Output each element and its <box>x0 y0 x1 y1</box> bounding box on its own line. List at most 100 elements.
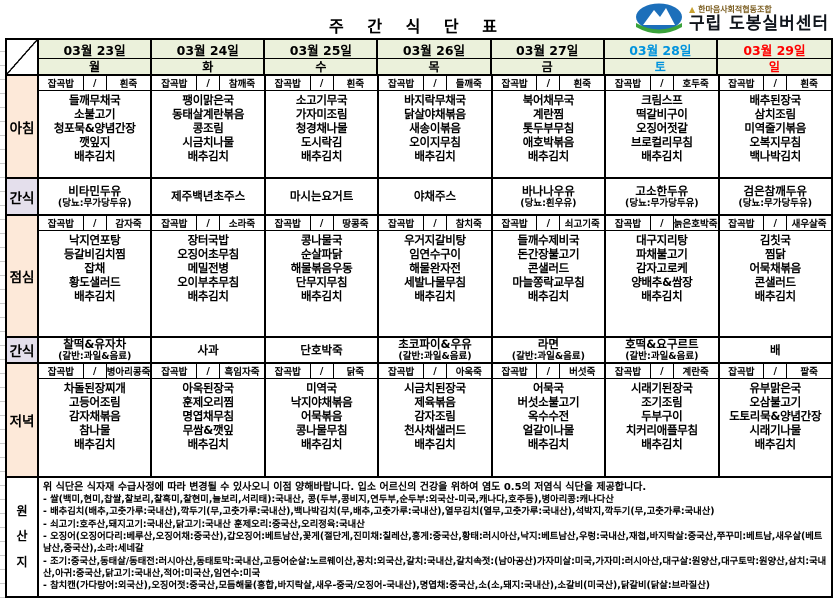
porridge-type: 호두죽 <box>682 79 709 90</box>
porridge-type: 아욱죽 <box>455 367 482 378</box>
date-cell: 03월 28일 <box>604 40 718 59</box>
menu-item: 배추김치 <box>300 437 343 451</box>
porridge-type: 병아리콩죽 <box>106 367 151 378</box>
snack-item: 단호박죽 <box>300 342 343 357</box>
rice-row: 잡곡밥 / 흰죽 <box>265 76 378 91</box>
menu-item: 배추김치 <box>187 437 229 451</box>
menu-item: 등갈비김치찜 <box>63 247 126 261</box>
menu-item: 낙지야채볶음 <box>290 395 353 409</box>
rice-row: 잡곡밥 / 참치죽 <box>379 216 491 231</box>
menu-item: 임연수구이 <box>409 247 461 261</box>
slash-separator: / <box>84 216 107 230</box>
rice-row: 잡곡밥 / 아욱죽 <box>379 364 491 379</box>
menu-item: 어묵볶음 <box>300 409 343 423</box>
menu-cell: 고소한두유 (당뇨:무가당두유) <box>606 179 720 214</box>
porridge-type: 흰죽 <box>573 79 591 90</box>
origin-content: 위 식단은 식자재 수급사정에 따라 변경될 수 있사오니 이점 양해바랍니다.… <box>39 478 831 596</box>
menu-item: 소불고기 <box>74 107 116 121</box>
menu-item: 해물볶음우동 <box>290 261 353 275</box>
slash-separator: / <box>424 364 447 378</box>
rice-type: 잡곡밥 <box>720 364 765 378</box>
slash-separator: / <box>311 364 334 378</box>
origin-row: 원산지 위 식단은 식자재 수급사정에 따라 변경될 수 있사오니 이점 양해바랍… <box>7 476 831 596</box>
menu-items: 크림스프 떡갈비구이 오징어젓갈 브로컬리무침 배추김치 <box>606 91 717 177</box>
rice-type: 잡곡밥 <box>152 76 198 90</box>
menu-item: 닭살야채볶음 <box>404 107 466 121</box>
menu-item: 차돌된장찌개 <box>63 381 126 395</box>
menu-cell: 잡곡밥 / 들깨죽 바지락무채국 닭살야채볶음 새송이볶음 오이지무침 배추김치 <box>379 76 493 177</box>
slash-separator: / <box>764 216 788 230</box>
rice-row: 잡곡밥 / 새우살죽 <box>719 216 831 231</box>
logo-text: ▲ 한마음사회적협동조합 구립 도봉실버센터 <box>688 5 829 34</box>
snack-note: (당뇨:무가당두유) <box>738 197 813 209</box>
menu-cell: 야채주스 <box>379 179 493 214</box>
rice-row: 잡곡밥 / 감자죽 <box>39 216 151 231</box>
menu-item: 배추김치 <box>414 437 456 451</box>
menu-item: 동태살계란볶음 <box>172 107 245 121</box>
slash-separator: / <box>424 216 447 230</box>
menu-item: 시래기된장국 <box>630 381 693 395</box>
menu-item: 참나물 <box>79 423 111 437</box>
table-corner-diagonal <box>7 40 39 74</box>
date-cell: 03월 23일 <box>39 40 153 59</box>
menu-item: 장터국밥 <box>187 233 229 247</box>
date-cell: 03월 24일 <box>152 40 266 59</box>
rice-type: 잡곡밥 <box>266 216 311 230</box>
menu-cell: 잡곡밥 / 닭죽 미역국 낙지야채볶음 어묵볶음 콩나물무침 배추김치 <box>265 364 380 476</box>
menu-item: 배추김치 <box>414 289 456 303</box>
menu-item: 배추김치 <box>300 289 343 303</box>
sheet-gridlines <box>0 38 5 600</box>
menu-item: 콩나물국 <box>300 233 343 247</box>
meal-label: 아침 <box>7 76 39 177</box>
rice-type: 잡곡밥 <box>39 364 84 378</box>
day-cell: 토 <box>604 59 718 74</box>
menu-item: 찜닭 <box>764 247 786 261</box>
slash-separator: / <box>764 364 788 378</box>
snack-note: (갈반:과일&음료) <box>58 351 132 362</box>
menu-cell: 잡곡밥 / 쇠고기죽 들깨수제비국 돈간장불고기 콘샐러드 마늘쫑락교무침 배추김치 <box>492 216 607 336</box>
menu-items: 미역국 낙지야채볶음 어묵볶음 콩나물무침 배추김치 <box>266 379 377 476</box>
menu-item: 크림스프 <box>641 93 683 107</box>
day-cell: 월 <box>39 59 153 74</box>
menu-item: 배추김치 <box>74 437 116 451</box>
snack-item: 비타민두유 <box>68 183 122 198</box>
menu-item: 마늘쫑락교무침 <box>512 275 585 289</box>
menu-item: 시금치나물 <box>182 135 234 149</box>
center-name: 구립 도봉실버센터 <box>688 13 829 34</box>
porridge-type: 계란죽 <box>682 367 709 378</box>
menu-item: 배추김치 <box>527 149 569 163</box>
menu-cell: 비타민두유 (당뇨:무가당두유) <box>39 179 153 214</box>
snack-item: 초코파이&우유 <box>398 338 472 351</box>
porridge-type: 참깨죽 <box>228 79 256 90</box>
menu-items: 소고기무국 가자미조림 청경채나물 도시락김 배추김치 <box>266 91 377 177</box>
rice-type: 잡곡밥 <box>720 216 765 230</box>
menu-cell: 초코파이&우유 (갈반:과일&음료) <box>379 338 493 362</box>
menu-item: 들깨수제비국 <box>517 233 580 247</box>
rice-row: 잡곡밥 / 땅콩죽 <box>265 216 378 231</box>
snack-item: 고소한두유 <box>635 183 689 198</box>
menu-cell: 잡곡밥 / 참치죽 우거지갈비탕 임연수구이 해물완자전 세발나물무침 배추김치 <box>379 216 493 336</box>
menu-item: 도시락김 <box>300 135 343 149</box>
rice-row: 잡곡밥 / 흑임자죽 <box>152 364 264 379</box>
menu-item: 바지락무채국 <box>404 93 466 107</box>
menu-item: 오이부추무침 <box>177 275 239 289</box>
rice-type: 잡곡밥 <box>152 216 198 230</box>
menu-cell: 라면 (갈반:과일&음료) <box>492 338 607 362</box>
menu-item: 콘샐러드 <box>754 275 796 289</box>
porridge-type: 참치죽 <box>455 219 482 230</box>
rice-row: 잡곡밥 / 병아리콩죽 <box>39 364 151 379</box>
menu-item: 어묵국 <box>532 381 564 395</box>
menu-item: 양배추&쌈장 <box>631 275 693 289</box>
slash-separator: / <box>84 76 107 90</box>
menu-cell: 잡곡밥 / 소라죽 장터국밥 오징어초무침 메밀전병 오이부추무침 배추김치 <box>152 216 266 336</box>
rice-type: 잡곡밥 <box>39 76 84 90</box>
menu-item: 명엽채무침 <box>182 409 234 423</box>
menu-item: 오삼불고기 <box>749 395 802 409</box>
menu-item: 고등어조림 <box>69 395 121 409</box>
slash-separator: / <box>84 364 107 378</box>
rice-type: 잡곡밥 <box>152 364 198 378</box>
menu-item: 감자고로케 <box>636 261 688 275</box>
menu-item: 배추김치 <box>74 149 116 163</box>
menu-item: 무쌈&깻잎 <box>182 423 234 437</box>
menu-cell: 잡곡밥 / 흰죽 배추된장국 삼치조림 미역줄기볶음 오복지무침 백나박김치 <box>719 76 831 177</box>
